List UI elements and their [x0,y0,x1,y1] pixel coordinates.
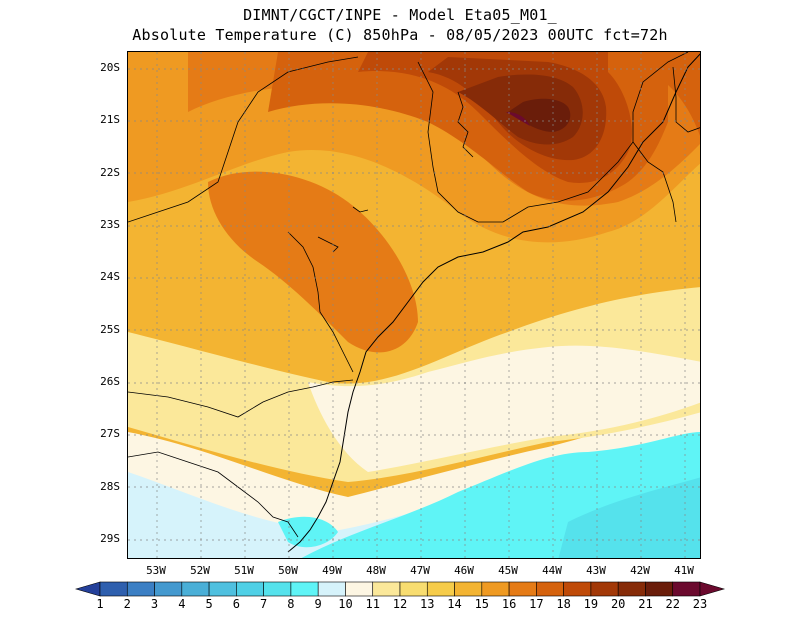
lat-label: 23S [100,218,120,231]
colorbar-label: 20 [610,597,626,611]
field-band-8 [558,477,700,558]
lon-label: 50W [278,564,298,577]
colorbar-swatch [672,581,701,597]
colorbar-swatch [454,581,483,597]
lon-label: 53W [146,564,166,577]
colorbar-label: 4 [178,597,186,611]
colorbar-label: 10 [338,597,353,611]
colorbar-label: 7 [260,597,268,611]
state-border-ms [128,56,359,223]
colorbar-swatch [236,581,264,597]
colorbar-swatch [317,581,346,597]
field-band-23 [506,112,530,126]
colorbar-swatch [590,581,619,597]
colorbar-swatch [508,581,537,597]
colorbar-arrow-right [699,581,726,597]
colorbar-swatch [154,581,183,597]
lat-label: 26S [100,375,120,388]
colorbar-arrow-left [74,581,101,597]
colorbar-label: 2 [123,597,131,611]
lon-label: 46W [454,564,474,577]
colorbar-swatch [99,581,128,597]
lat-label: 24S [100,270,120,283]
state-border-mg [417,52,689,223]
lat-label: 28S [100,480,120,493]
colorbar-label: 12 [392,597,408,611]
colorbar-label: 13 [420,597,435,611]
field-band-22 [508,98,571,132]
lon-label: 52W [190,564,210,577]
chart-title-line2: Absolute Temperature (C) 850hPa - 08/05/… [132,26,668,44]
colorbar-swatch [481,581,510,597]
lon-label: 51W [234,564,254,577]
colorbar-swatch [372,581,401,597]
colorbar-swatch [126,581,155,597]
lon-label: 47W [410,564,430,577]
colorbar-swatch [181,581,210,597]
lon-label: 43W [586,564,606,577]
colorbar-label: 21 [638,597,653,611]
lon-label: 48W [366,564,386,577]
colorbar-label: 19 [583,597,599,611]
state-border-rj [632,141,677,223]
colorbar-label: 5 [205,597,213,611]
colorbar-swatch [645,581,674,597]
field-sw-cold [128,527,227,558]
colorbar-label: 3 [150,597,159,611]
colorbar-swatch [563,581,592,597]
temperature-map [127,51,701,559]
field-band-13 [308,345,700,472]
field-east-warm [648,52,700,137]
state-border-es [672,66,700,133]
state-border-pr-sc [128,379,354,418]
colorbar-label: 11 [365,597,380,611]
colorbar-label: 23 [692,597,708,611]
colorbar-label: 8 [287,597,295,611]
coastline [287,53,700,553]
lon-label: 45W [498,564,518,577]
colorbar-label: 14 [447,597,462,611]
graticule [128,52,700,558]
colorbar-label: 18 [556,597,571,611]
lat-label: 27S [100,427,120,440]
lat-label: 25S [100,323,120,336]
state-border-sp-pr [287,231,354,373]
colorbar-label: 6 [232,597,240,611]
chart-title-line1: DIMNT/CGCT/INPE - Model Eta05_M01_ [243,6,557,24]
reservoir-paranapanema [352,206,369,213]
colorbar-label: 15 [474,597,490,611]
colorbar-label: 22 [665,597,680,611]
colorbar-swatch [536,581,564,597]
lat-label: 22S [100,166,120,179]
lon-label: 42W [630,564,650,577]
map-canvas [128,52,700,558]
colorbar-swatch [617,581,646,597]
colorbar-swatch [290,581,319,597]
colorbar-swatch [426,581,455,597]
lon-label: 41W [674,564,694,577]
colorbar-swatch [263,581,292,597]
lat-label: 21S [100,113,120,126]
colorbar-swatch [345,581,374,597]
field-band-17b [208,171,418,353]
lon-label: 44W [542,564,562,577]
colorbar-label: 17 [529,597,544,611]
lon-label: 49W [322,564,342,577]
colorbar [74,581,726,597]
colorbar-swatch [399,581,428,597]
colorbar-label: 9 [314,597,322,611]
lat-label: 20S [100,61,120,74]
colorbar-swatch [208,581,237,597]
colorbar-label: 16 [501,597,517,611]
colorbar-label: 1 [96,597,104,611]
lat-label: 29S [100,532,120,545]
